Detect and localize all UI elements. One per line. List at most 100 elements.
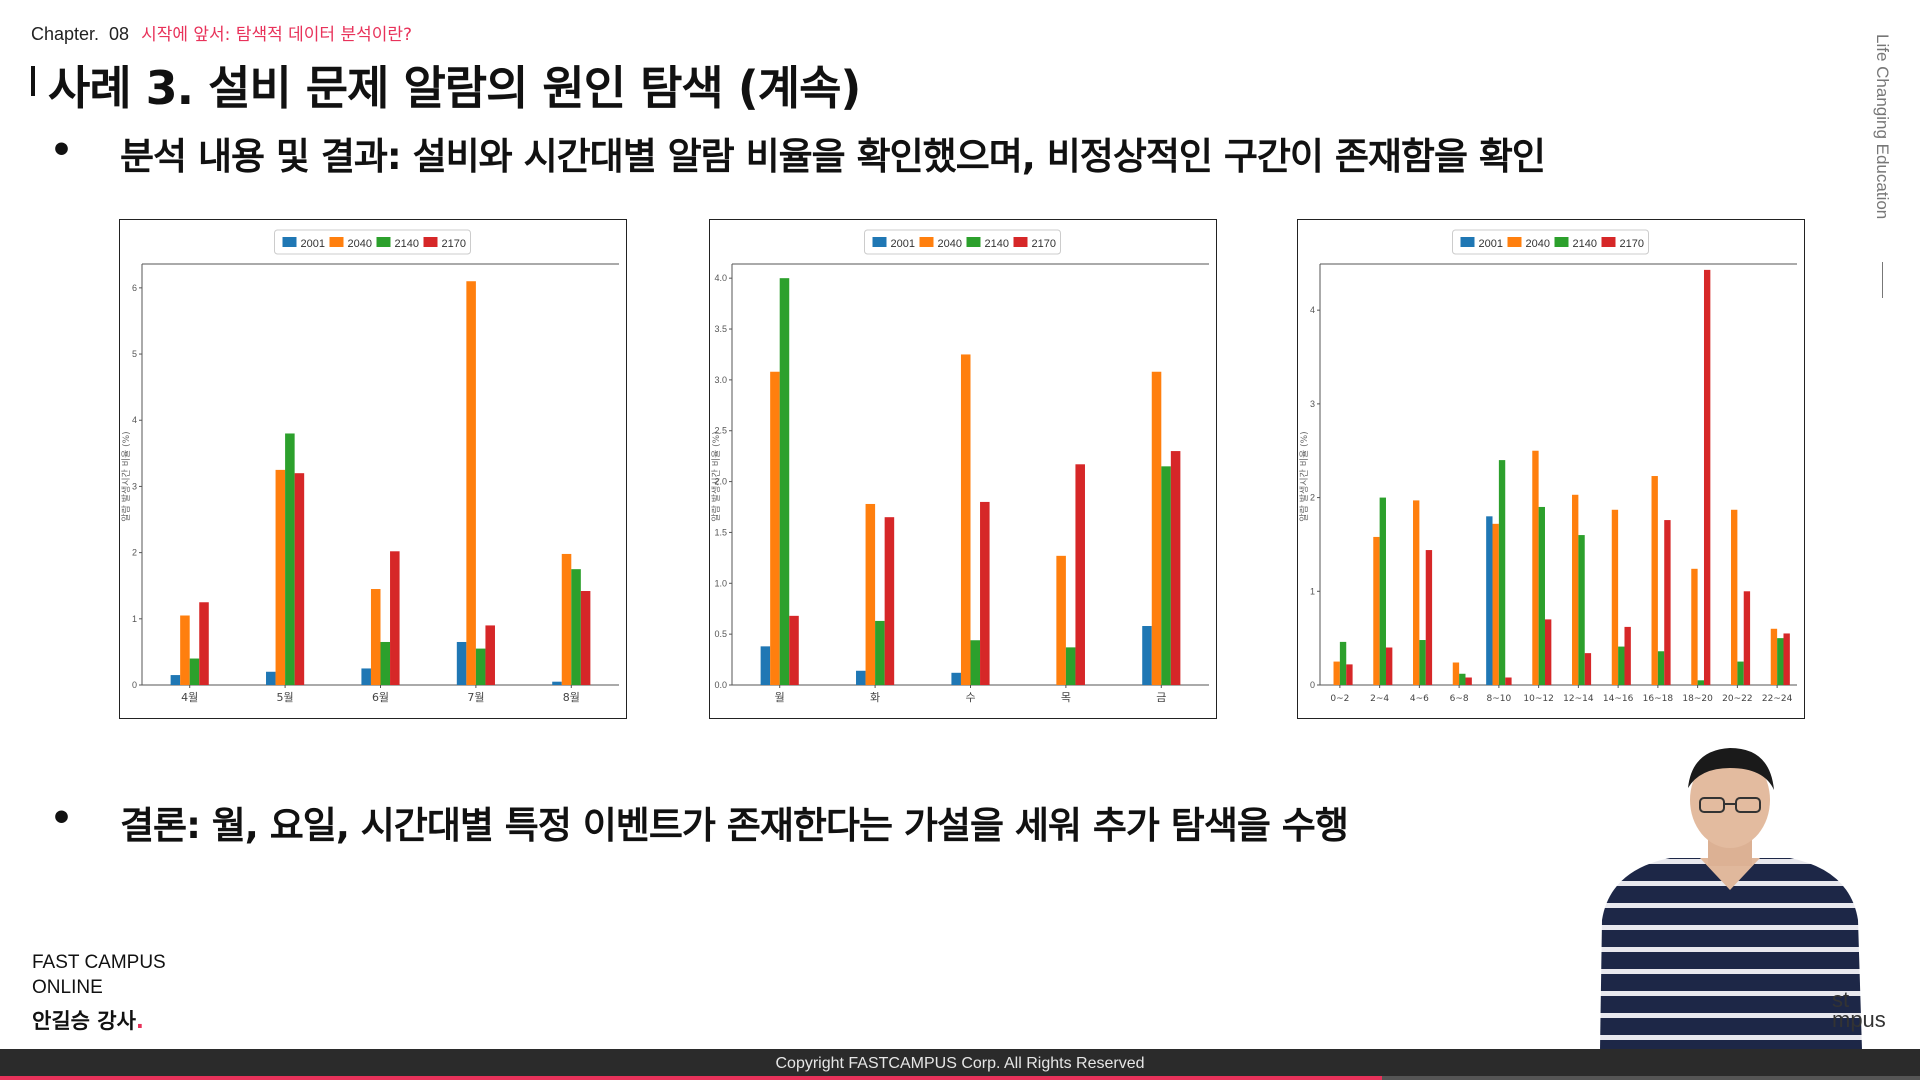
- bullet-analysis-result: 분석 내용 및 결과: 설비와 시간대별 알람 비율을 확인했으며, 비정상적인…: [120, 135, 1546, 178]
- y-tick-label: 2.5: [714, 426, 727, 436]
- legend-swatch: [376, 237, 391, 247]
- bar-2140-9: [1697, 680, 1704, 685]
- bar-2170-0: [789, 615, 799, 685]
- bar-2040-1: [865, 503, 876, 685]
- bar-2040-2: [960, 354, 971, 685]
- bar-2040-11: [1770, 628, 1778, 685]
- y-tick-label: 4: [132, 415, 137, 425]
- bar-2140-2: [1419, 640, 1426, 685]
- chart-hour-svg: 2001 2040 2140 2170 알람 발생시간 비율 (%) 0 1 2 3 4 0~2 2~…: [1298, 229, 1797, 704]
- x-tick-label: 10~12: [1523, 694, 1553, 704]
- chapter-label: Chapter.: [31, 24, 100, 44]
- bar-2040-9: [1691, 568, 1698, 685]
- bar-2170-4: [580, 591, 591, 685]
- bar-2170-10: [1743, 591, 1751, 685]
- legend-box: [1452, 229, 1649, 255]
- bar-2170-2: [390, 551, 400, 685]
- chapter-header: Chapter. 08 시작에 앞서: 탐색적 데이터 분석이란?: [31, 20, 412, 45]
- x-tick-label: 수: [965, 691, 975, 704]
- bar-2140-0: [189, 658, 200, 685]
- bar-2140-10: [1737, 661, 1744, 685]
- bar-2040-4: [561, 553, 572, 685]
- bar-2001-2: [361, 668, 371, 685]
- bar-2040-4: [1492, 523, 1499, 685]
- y-tick-label: 3.5: [714, 324, 727, 334]
- instructor-name: 안길승 강사.: [32, 1005, 144, 1035]
- x-tick-label: 7월: [467, 691, 484, 704]
- instructor-dot: .: [135, 1009, 144, 1033]
- bar-2140-4: [1161, 466, 1171, 685]
- bar-2040-10: [1731, 509, 1738, 685]
- y-tick-label: 2: [1310, 493, 1315, 503]
- bar-2170-2: [1425, 550, 1433, 685]
- y-axis-label: 알람 발생시간 비율 (%): [710, 431, 722, 521]
- bar-2140-4: [1498, 460, 1506, 685]
- y-tick-label: 5: [132, 349, 137, 359]
- legend-swatch: [919, 237, 934, 247]
- y-tick-label: 6: [132, 283, 137, 293]
- y-tick-label: 0: [132, 680, 137, 690]
- side-tagline: Life Changing Education: [1873, 34, 1892, 220]
- bar-2140-0: [1339, 641, 1347, 685]
- footer-copyright: Copyright FASTCAMPUS Corp. All Rights Re…: [775, 1055, 1145, 1072]
- bar-2140-3: [475, 648, 486, 685]
- bullet-dot: •: [50, 798, 74, 839]
- bar-2140-5: [1538, 506, 1545, 685]
- bar-2170-7: [1624, 626, 1631, 685]
- y-tick-label: 3: [1310, 399, 1315, 409]
- bar-2040-2: [1413, 500, 1420, 685]
- bar-2040-3: [1452, 662, 1460, 685]
- legend-box: [274, 229, 471, 255]
- bar-2170-11: [1783, 633, 1790, 685]
- bar-2040-0: [770, 371, 780, 685]
- legend-label: 2170: [1032, 238, 1056, 250]
- chart-weekday: 2001 2040 2140 2170 알람 발생시간 비율 (%) 0.0 0.5 1.0 1…: [709, 219, 1217, 719]
- legend-swatch: [1460, 237, 1475, 247]
- webcam-presenter: [1580, 740, 1880, 1050]
- legend-swatch: [329, 237, 344, 247]
- legend-swatch: [1507, 237, 1522, 247]
- brand-line-1: FAST CAMPUS: [32, 952, 166, 973]
- logo-fragment-1: st: [1832, 987, 1850, 1012]
- x-tick-label: 0~2: [1330, 694, 1349, 704]
- y-tick-label: 1: [1310, 586, 1315, 596]
- bar-2170-6: [1584, 653, 1592, 685]
- legend-label: 2040: [938, 238, 962, 250]
- y-axis-label: 알람 발생시간 비율 (%): [120, 431, 132, 521]
- chapter-subtitle: 시작에 앞서: 탐색적 데이터 분석이란?: [141, 25, 413, 45]
- x-tick-label: 14~16: [1603, 694, 1634, 704]
- bar-2140-8: [1657, 651, 1665, 685]
- legend-swatch: [966, 237, 981, 247]
- bar-2170-0: [1346, 664, 1353, 685]
- bar-2140-1: [1379, 497, 1386, 685]
- legend-label: 2040: [1526, 238, 1550, 250]
- x-tick-label: 화: [870, 691, 880, 704]
- webcam-logo-fragment: st mpus: [1832, 987, 1886, 1031]
- y-tick-label: 2.0: [714, 477, 727, 487]
- y-tick-label: 0.0: [714, 680, 727, 690]
- legend-label: 2170: [442, 238, 466, 250]
- x-tick-label: 12~14: [1563, 694, 1594, 704]
- bar-2001-0: [170, 675, 181, 685]
- legend-label: 2001: [301, 238, 325, 250]
- y-tick-label: 0: [1310, 680, 1315, 690]
- bar-2140-1: [285, 433, 295, 685]
- x-tick-label: 월: [775, 691, 785, 704]
- y-tick-label: 4.0: [714, 273, 727, 283]
- bar-2170-1: [884, 517, 895, 685]
- bar-2140-2: [380, 641, 391, 685]
- bar-2040-2: [370, 589, 381, 685]
- brand-line-2: ONLINE: [32, 977, 103, 998]
- chart-weekday-svg: 2001 2040 2140 2170 알람 발생시간 비율 (%) 0.0 0.5 1.0 1…: [710, 229, 1209, 704]
- bar-2170-8: [1664, 520, 1671, 685]
- bar-2040-5: [1532, 450, 1539, 685]
- title-marker: [31, 66, 35, 96]
- bar-2140-11: [1777, 638, 1784, 685]
- video-progress-bar[interactable]: [0, 1076, 1920, 1080]
- x-tick-label: 목: [1061, 691, 1071, 704]
- bullet-conclusion: 결론: 월, 요일, 시간대별 특정 이벤트가 존재한다는 가설을 세워 추가 …: [120, 804, 1349, 847]
- bar-2170-1: [1385, 647, 1393, 685]
- x-tick-label: 8~10: [1487, 694, 1512, 704]
- bar-2040-6: [1572, 494, 1579, 685]
- bar-2001-4: [1486, 516, 1493, 685]
